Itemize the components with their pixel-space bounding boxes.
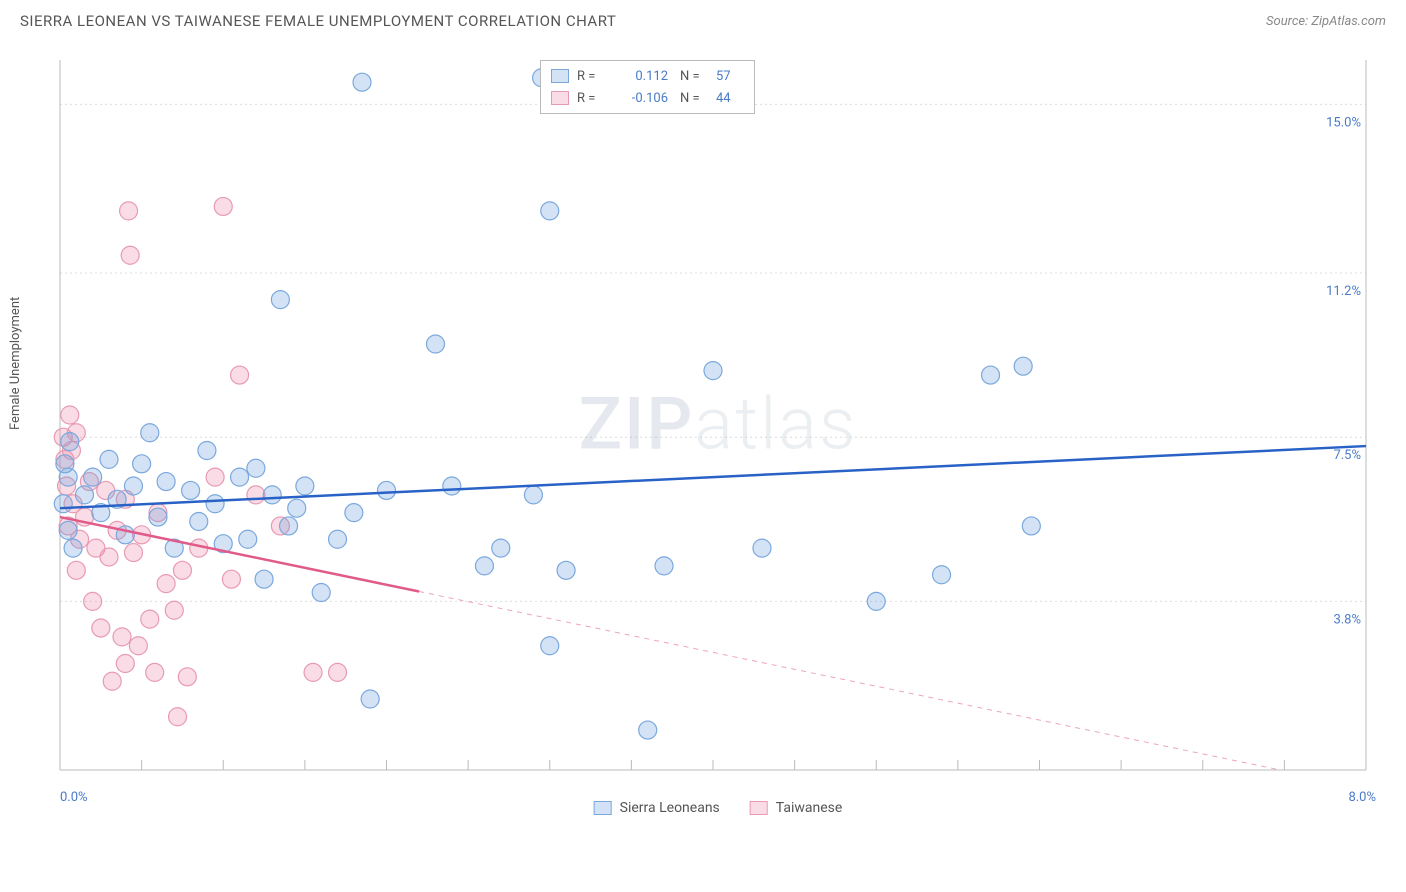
n-label: N = [680, 69, 708, 84]
r-label: R = [577, 69, 605, 84]
svg-text:11.2%: 11.2% [1326, 284, 1361, 299]
legend-swatch [551, 91, 569, 105]
scatter-plot-svg: 3.8% 7.5% 11.2% 15.0% [50, 50, 1386, 830]
legend-row: R = 0.112 N = 57 [551, 65, 744, 87]
svg-text:3.8%: 3.8% [1333, 612, 1361, 627]
chart-title: SIERRA LEONEAN VS TAIWANESE FEMALE UNEMP… [20, 12, 616, 30]
r-value: 0.112 [613, 69, 668, 84]
legend-label: Taiwanese [776, 800, 843, 816]
n-value: 57 [716, 69, 744, 84]
r-label: R = [577, 91, 605, 106]
y-axis-label: Female Unemployment [8, 297, 23, 430]
series-legend: Sierra Leoneans Taiwanese [594, 800, 843, 816]
n-value: 44 [716, 91, 744, 106]
n-label: N = [680, 91, 708, 106]
x-axis-max-label: 8.0% [1348, 790, 1376, 805]
source-attribution: Source: ZipAtlas.com [1266, 14, 1386, 29]
legend-swatch [551, 69, 569, 83]
svg-text:15.0%: 15.0% [1326, 115, 1361, 130]
legend-swatch [594, 801, 612, 815]
legend-item: Taiwanese [750, 800, 843, 816]
legend-label: Sierra Leoneans [620, 800, 720, 816]
legend-swatch [750, 801, 768, 815]
x-axis-min-label: 0.0% [60, 790, 88, 805]
svg-text:7.5%: 7.5% [1333, 448, 1361, 463]
legend-row: R = -0.106 N = 44 [551, 87, 744, 109]
correlation-legend: R = 0.112 N = 57 R = -0.106 N = 44 [540, 60, 755, 114]
chart-area: 3.8%7.5%11.2%15.0% ZIPatlas R =0.112N =5… [50, 50, 1386, 830]
r-value: -0.106 [613, 91, 668, 106]
legend-item: Sierra Leoneans [594, 800, 720, 816]
